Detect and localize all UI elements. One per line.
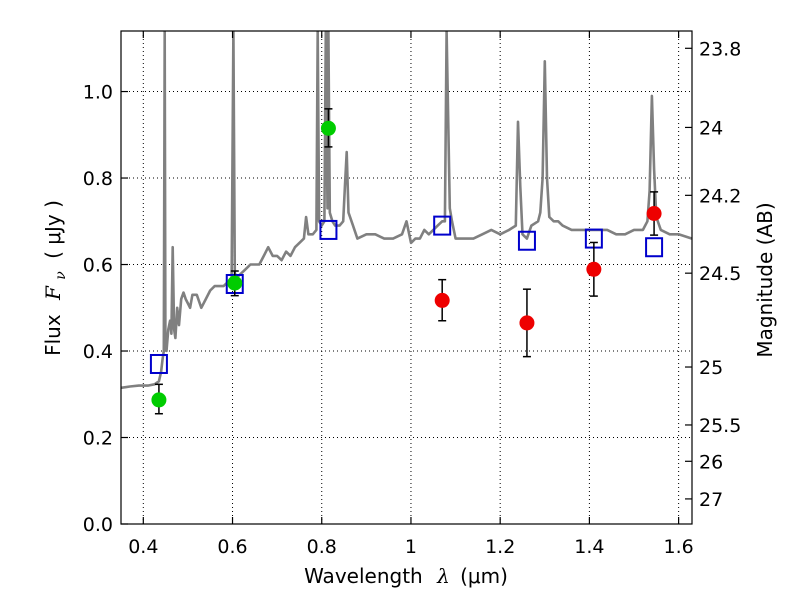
y-axis-label-unit: ( μJy ) [41, 200, 65, 259]
photometry-point [434, 292, 450, 308]
y-tick-label: 0.2 [83, 428, 113, 450]
y-axis-label-sub: ν [53, 271, 69, 280]
x-tick-label: 1.4 [574, 536, 604, 558]
model-square-marker [149, 353, 168, 374]
y-axis-label-symbol: F [41, 285, 65, 301]
y-right-tick-label: 23.8 [699, 38, 741, 60]
y-tick-label: 0.6 [83, 255, 113, 277]
y-right-tick-label: 25 [699, 357, 723, 379]
y-tick-label: 0.0 [83, 514, 113, 536]
y-right-tick-label: 25.5 [699, 415, 741, 437]
photometry-point [519, 315, 535, 331]
x-axis-label-unit: (μm) [460, 564, 508, 588]
y-right-tick-label: 24.5 [699, 263, 741, 285]
y-right-tick-label: 24 [699, 117, 723, 139]
spectrum-line [121, 31, 692, 390]
x-tick-label: 1.6 [664, 536, 694, 558]
y-tick-label: 0.8 [83, 168, 113, 190]
photometry-point [320, 120, 336, 136]
grid [121, 31, 692, 524]
x-axis-label: Wavelength λ (μm) [304, 564, 508, 588]
y-axis-label-text: Flux [41, 314, 65, 356]
photometry-point [646, 205, 662, 221]
marker-layer [149, 108, 664, 415]
model-square-marker [645, 237, 664, 258]
x-tick-label: 0.8 [307, 536, 337, 558]
model-square-marker [517, 230, 536, 251]
photometry-point [586, 261, 602, 277]
x-tick-label: 1 [405, 536, 417, 558]
y-right-tick-label: 27 [699, 489, 723, 511]
x-tick-label: 0.4 [128, 536, 158, 558]
model-square-marker [433, 215, 452, 236]
y-tick-label: 1.0 [83, 82, 113, 104]
plot-frame [120, 30, 693, 525]
y-right-tick-label: 24.2 [699, 185, 741, 207]
x-tick-label: 0.6 [217, 536, 247, 558]
model-square-marker [319, 219, 338, 240]
x-axis-label-symbol: λ [436, 564, 450, 588]
spectrum-layer [121, 31, 692, 390]
photometry-point [227, 275, 243, 291]
ticks: 0.4 0.6 0.8 1 1.2 1.4 1.6 0.0 0.2 0.4 0.6 0.8 1.0 23.… [83, 31, 741, 558]
y-right-tick-label: 26 [699, 451, 723, 473]
y-tick-label: 0.4 [83, 341, 113, 363]
y-axis-label: Flux F ν ( μJy ) [41, 200, 70, 356]
photometry-point [151, 392, 167, 408]
y-right-axis-label: Magnitude (AB) [753, 202, 777, 357]
x-axis-label-text: Wavelength [304, 564, 423, 588]
x-tick-label: 1.2 [485, 536, 515, 558]
